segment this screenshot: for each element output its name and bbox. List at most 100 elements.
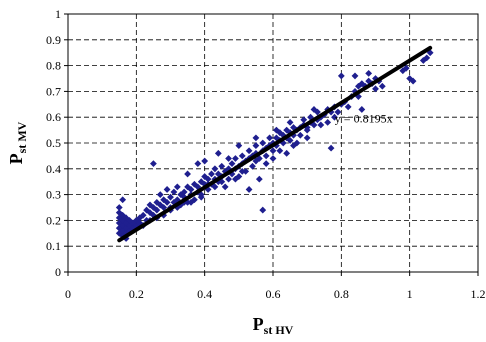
x-axis-title: Pst HV — [253, 314, 294, 337]
y-axis-ticks: 0 0.1 0.2 0.3 0.4 0.5 0.6 0.7 0.8 0.9 1 — [46, 7, 68, 279]
data-point — [225, 155, 232, 162]
data-point — [235, 142, 243, 149]
data-point — [204, 186, 212, 193]
data-point — [255, 175, 263, 183]
data-point — [139, 211, 147, 219]
data-point — [150, 160, 157, 168]
data-point — [378, 82, 386, 90]
data-point — [317, 121, 325, 129]
data-point — [187, 186, 195, 193]
data-point — [187, 198, 195, 206]
data-point — [279, 131, 287, 139]
data-point — [310, 121, 318, 129]
data-point — [211, 165, 219, 173]
data-point — [225, 175, 232, 183]
data-point — [266, 134, 273, 142]
data-point — [334, 108, 342, 116]
data-point — [269, 147, 277, 155]
data-point — [344, 103, 352, 111]
data-point — [201, 173, 209, 180]
data-point — [122, 235, 130, 242]
data-point — [259, 206, 267, 214]
data-point — [197, 178, 205, 186]
data-point — [351, 88, 359, 95]
data-point — [143, 206, 150, 214]
data-point — [136, 219, 144, 227]
data-point — [218, 162, 226, 170]
data-point — [262, 152, 270, 160]
trendline — [117, 45, 433, 243]
data-point — [245, 186, 253, 193]
y-tick-label: 0.5 — [46, 136, 61, 150]
y-tick-label: 0.7 — [46, 84, 61, 98]
x-tick-label: 1.2 — [471, 287, 486, 301]
data-point — [238, 167, 246, 175]
data-point — [173, 183, 181, 191]
data-point — [191, 196, 198, 204]
data-point — [180, 188, 188, 196]
data-point — [238, 152, 246, 160]
y-tick-label: 0.4 — [46, 162, 61, 176]
y-tick-label: 0.9 — [46, 33, 61, 47]
data-point — [279, 139, 287, 147]
data-point — [331, 113, 338, 121]
data-point — [170, 188, 178, 196]
data-point — [273, 134, 280, 142]
data-point — [143, 217, 150, 224]
data-point — [286, 118, 294, 126]
data-point — [132, 217, 140, 224]
x-tick-label: 1 — [407, 287, 413, 301]
data-point — [355, 82, 362, 90]
y-axis-title-main: P — [6, 153, 26, 164]
data-point — [232, 155, 239, 162]
y-tick-label: 0.1 — [46, 239, 61, 253]
data-point — [273, 126, 280, 134]
data-point — [204, 175, 212, 183]
x-tick-label: 0.2 — [129, 287, 144, 301]
data-point — [235, 173, 243, 180]
data-point — [180, 193, 188, 201]
data-point — [119, 211, 127, 219]
data-point — [290, 124, 297, 131]
data-point — [300, 116, 308, 124]
data-point — [160, 204, 168, 211]
data-point — [160, 211, 168, 219]
data-point — [358, 106, 366, 113]
data-point — [160, 196, 168, 204]
data-point — [201, 157, 209, 165]
data-point — [262, 160, 270, 168]
data-point — [372, 85, 379, 93]
data-point — [119, 217, 127, 224]
data-point — [153, 198, 161, 206]
data-point — [132, 222, 140, 229]
data-point — [259, 139, 267, 147]
data-point — [245, 147, 253, 155]
data-point — [119, 196, 127, 204]
data-point — [232, 175, 239, 183]
data-point — [327, 144, 335, 152]
data-point — [269, 155, 277, 162]
data-point — [208, 170, 215, 178]
data-point — [303, 126, 311, 134]
y-tick-label: 0.3 — [46, 188, 61, 202]
data-point — [119, 227, 127, 235]
data-point — [122, 229, 130, 237]
data-point — [214, 149, 222, 157]
data-point — [167, 193, 174, 201]
data-point — [156, 201, 164, 209]
x-axis-ticks: 0 0.2 0.4 0.6 0.8 1 1.2 — [65, 272, 486, 301]
data-point — [303, 134, 311, 142]
data-point — [156, 191, 164, 198]
y-tick-label: 1 — [55, 7, 61, 21]
data-point — [365, 69, 373, 77]
data-point — [163, 186, 171, 193]
data-point — [153, 206, 161, 214]
data-point — [146, 201, 154, 209]
data-point — [252, 157, 260, 165]
data-point — [115, 204, 123, 211]
data-point — [290, 142, 297, 149]
data-point — [351, 72, 359, 80]
data-point — [194, 183, 202, 191]
data-point — [228, 170, 236, 178]
